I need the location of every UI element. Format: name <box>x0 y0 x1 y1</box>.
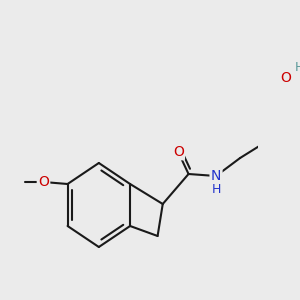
Text: O: O <box>38 175 49 189</box>
Text: O: O <box>280 71 291 85</box>
Text: H: H <box>211 184 221 196</box>
Text: O: O <box>173 145 184 159</box>
Text: H: H <box>295 61 300 74</box>
Text: N: N <box>211 169 221 183</box>
